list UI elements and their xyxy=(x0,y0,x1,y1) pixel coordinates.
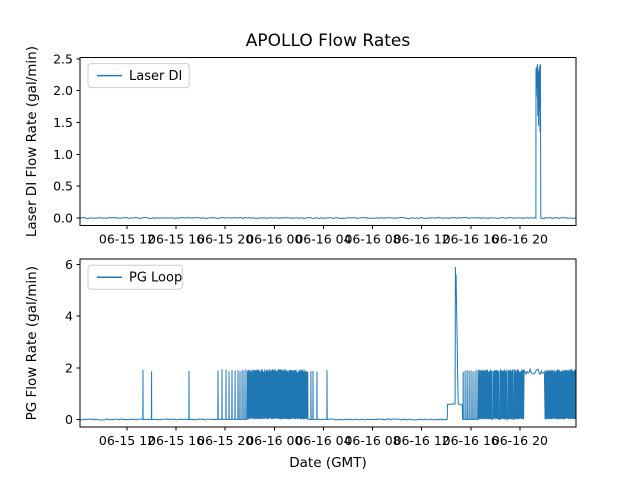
x-tick-label: 06-16 12 xyxy=(394,433,450,448)
legend-box: PG Loop xyxy=(87,264,183,290)
legend-label: Laser DI xyxy=(129,69,182,84)
axes-frame xyxy=(79,258,577,428)
x-tick-label: 06-15 12 xyxy=(99,232,155,247)
x-tick-label: 06-16 00 xyxy=(246,433,302,448)
y-axis-label: PG Flow Rate (gal/min) xyxy=(24,266,40,420)
x-tick-label: 06-15 20 xyxy=(197,433,253,448)
legend-label: PG Loop xyxy=(129,271,182,286)
legend-box: Laser DI xyxy=(87,63,190,89)
x-tick-label: 06-16 16 xyxy=(443,433,499,448)
y-tick-label: 6 xyxy=(65,257,73,272)
y-tick-label: 0 xyxy=(65,412,73,427)
x-tick-label: 06-16 16 xyxy=(443,232,499,247)
y-tick-label: 1.0 xyxy=(53,147,73,162)
x-tick-label: 06-16 20 xyxy=(492,232,548,247)
legend-frame xyxy=(87,63,190,89)
y-tick-label: 0.5 xyxy=(53,179,73,194)
x-tick-label: 06-16 04 xyxy=(295,232,351,247)
x-tick-label: 06-16 12 xyxy=(394,232,450,247)
laser-di-series-line xyxy=(80,63,576,220)
x-tick-label: 06-16 20 xyxy=(492,433,548,448)
x-axis-label: Date (GMT) xyxy=(289,455,367,471)
legend-frame xyxy=(87,264,183,290)
x-tick-label: 06-15 16 xyxy=(148,433,204,448)
x-tick-label: 06-16 04 xyxy=(295,433,351,448)
x-tick-label: 06-15 16 xyxy=(148,232,204,247)
y-tick-label: 2.0 xyxy=(53,83,73,98)
y-tick-label: 4 xyxy=(65,309,73,324)
pg-loop-series-line xyxy=(80,266,576,421)
y-tick-label: 2.5 xyxy=(53,51,73,66)
y-tick-label: 0.0 xyxy=(53,210,73,225)
x-tick-label: 06-16 08 xyxy=(344,433,400,448)
x-tick-label: 06-15 12 xyxy=(99,433,155,448)
x-tick-label: 06-16 08 xyxy=(344,232,400,247)
y-tick-label: 2 xyxy=(65,360,73,375)
chart-title: APOLLO Flow Rates xyxy=(245,31,411,51)
x-tick-label: 06-15 20 xyxy=(197,232,253,247)
y-tick-label: 1.5 xyxy=(53,115,73,130)
axes-frame xyxy=(79,57,577,227)
y-axis-label: Laser DI Flow Rate (gal/min) xyxy=(24,46,40,237)
x-tick-label: 06-16 00 xyxy=(246,232,302,247)
